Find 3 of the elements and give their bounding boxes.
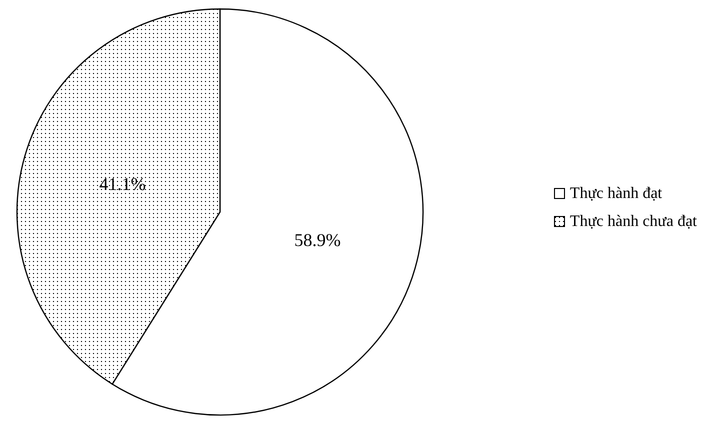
data-label: 58.9% bbox=[294, 230, 341, 250]
legend-label: Thực hành chưa đạt bbox=[570, 213, 697, 231]
legend-label: Thực hành đạt bbox=[570, 185, 662, 203]
